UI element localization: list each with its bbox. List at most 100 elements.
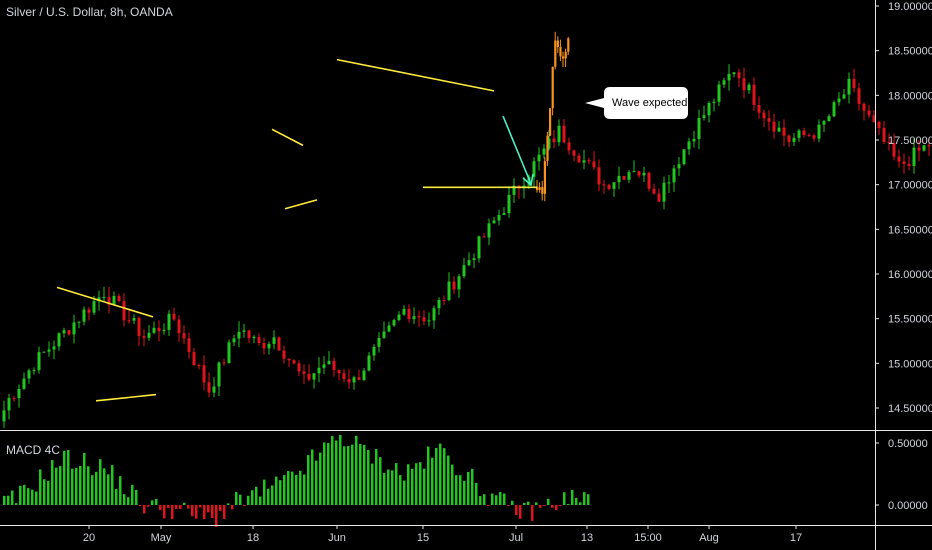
macd-bar bbox=[199, 505, 202, 508]
candle-body bbox=[242, 330, 246, 332]
candle-body bbox=[752, 84, 756, 106]
macd-bar bbox=[15, 503, 18, 505]
candle-body bbox=[892, 142, 896, 157]
projection-body bbox=[538, 187, 541, 190]
macd-bar bbox=[479, 496, 482, 505]
macd-bar bbox=[507, 505, 510, 506]
pattern-trendline bbox=[336, 58, 495, 92]
candle-body bbox=[442, 299, 446, 301]
candle-body bbox=[237, 331, 241, 339]
macd-bar bbox=[335, 440, 338, 505]
time-tick-label: 15:00 bbox=[634, 532, 662, 544]
candle-body bbox=[27, 370, 31, 379]
candle-body bbox=[787, 135, 791, 142]
candle-body bbox=[862, 103, 866, 111]
candle-body bbox=[867, 110, 871, 116]
price-tick-label: 15.00000 bbox=[888, 358, 932, 370]
candle-body bbox=[32, 370, 36, 372]
macd-bar bbox=[551, 505, 554, 508]
macd-bar bbox=[235, 491, 238, 505]
candle-body bbox=[397, 314, 401, 321]
arrow-head bbox=[522, 173, 534, 187]
candle-body bbox=[227, 342, 231, 364]
candle-body bbox=[67, 330, 71, 335]
macd-bar bbox=[211, 505, 214, 519]
macd-bar bbox=[407, 464, 410, 505]
candle-body bbox=[297, 363, 301, 372]
macd-bar bbox=[247, 495, 250, 505]
macd-bar bbox=[55, 467, 58, 505]
macd-bar bbox=[231, 505, 234, 510]
candle-body bbox=[87, 309, 91, 313]
macd-bar bbox=[475, 482, 478, 505]
candle-body bbox=[897, 156, 901, 162]
candle-body bbox=[922, 145, 926, 151]
candle-body bbox=[507, 194, 511, 214]
macd-bar bbox=[311, 449, 314, 505]
candle-body bbox=[582, 160, 586, 163]
macd-bar bbox=[527, 501, 530, 505]
macd-bar bbox=[51, 460, 54, 505]
macd-bar bbox=[183, 502, 186, 505]
candle-body bbox=[47, 349, 51, 352]
candle-body bbox=[472, 258, 476, 261]
candle-body bbox=[757, 105, 761, 113]
candle-body bbox=[562, 125, 566, 143]
time-tick-label: May bbox=[151, 532, 172, 544]
macd-bar bbox=[579, 502, 582, 505]
candle-body bbox=[337, 370, 341, 374]
candle-body bbox=[452, 281, 456, 290]
candle-body bbox=[737, 72, 741, 79]
candle-body bbox=[652, 188, 656, 194]
candle-body bbox=[222, 362, 226, 364]
candle-body bbox=[917, 147, 921, 151]
macd-bar bbox=[315, 460, 318, 505]
candle-body bbox=[232, 338, 236, 343]
price-tick-label: 16.50000 bbox=[888, 224, 932, 236]
candle-body bbox=[642, 172, 646, 176]
candle-body bbox=[147, 332, 151, 338]
candle-body bbox=[537, 154, 541, 162]
candle-body bbox=[387, 325, 391, 332]
projection-body bbox=[551, 66, 554, 109]
pattern-trendline bbox=[284, 199, 318, 210]
macd-bar bbox=[487, 505, 490, 506]
candle-body bbox=[627, 172, 631, 180]
macd-bar bbox=[159, 505, 162, 511]
candle-body bbox=[777, 127, 781, 132]
time-tick-label: Jul bbox=[509, 532, 523, 544]
candle-body bbox=[557, 125, 561, 143]
macd-bar bbox=[167, 505, 170, 508]
macd-bar bbox=[299, 470, 302, 505]
macd-bar bbox=[95, 471, 98, 505]
projection-body bbox=[564, 51, 567, 59]
candle-body bbox=[542, 148, 546, 155]
candle-body bbox=[837, 98, 841, 103]
candle-body bbox=[722, 80, 726, 85]
candle-body bbox=[157, 327, 161, 332]
candle-body bbox=[572, 150, 576, 156]
candle-body bbox=[547, 138, 551, 149]
candle-body bbox=[912, 147, 916, 166]
macd-bar bbox=[171, 505, 174, 520]
macd-bar bbox=[71, 468, 74, 505]
time-tick-label: 15 bbox=[417, 532, 429, 544]
macd-bar bbox=[203, 505, 206, 520]
price-tick-label: 17.00000 bbox=[888, 180, 932, 192]
candle-body bbox=[117, 295, 121, 302]
candle-body bbox=[212, 386, 216, 393]
macd-bar bbox=[19, 485, 22, 505]
candle-body bbox=[187, 338, 191, 353]
candle-body bbox=[37, 352, 41, 371]
projection-body bbox=[543, 161, 546, 194]
candle-body bbox=[192, 352, 196, 366]
candle-body bbox=[907, 163, 911, 166]
macd-bar bbox=[411, 468, 414, 505]
chart-title: Silver / U.S. Dollar, 8h, OANDA bbox=[6, 5, 173, 19]
candle-body bbox=[202, 365, 206, 383]
candle-body bbox=[282, 350, 286, 359]
candle-body bbox=[467, 260, 471, 266]
macd-bar bbox=[511, 500, 514, 505]
